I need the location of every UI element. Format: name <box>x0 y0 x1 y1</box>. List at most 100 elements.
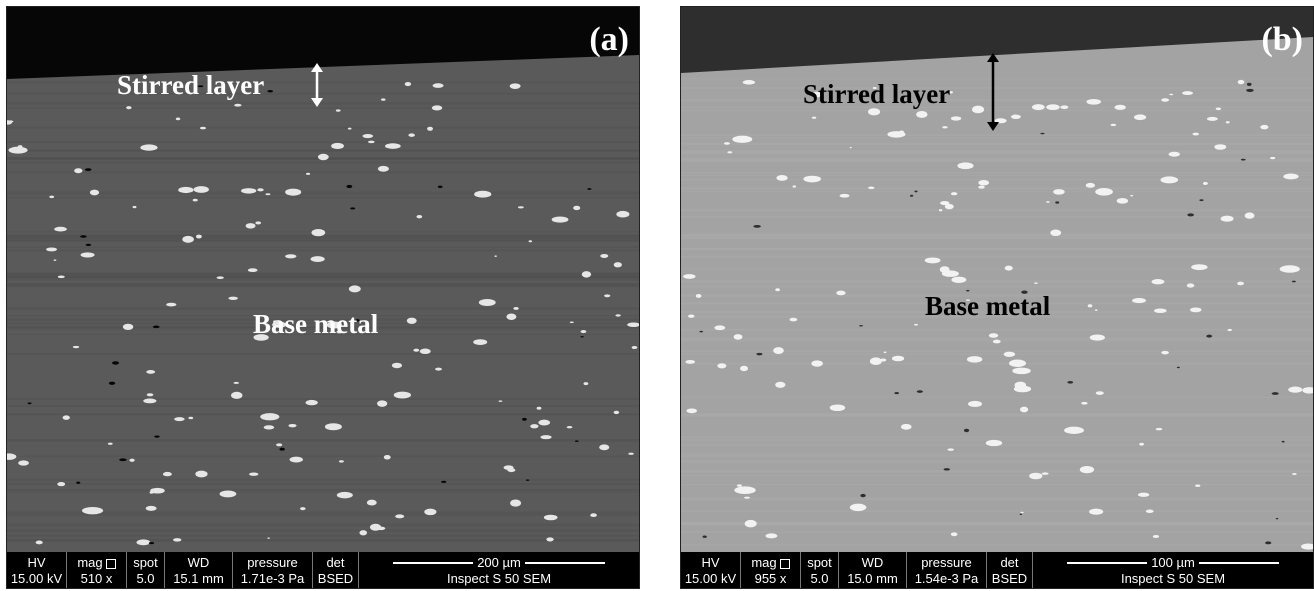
particle <box>1004 265 1013 271</box>
particle <box>62 415 70 420</box>
pore <box>1040 132 1045 135</box>
particle <box>338 460 344 463</box>
particle <box>1292 472 1297 475</box>
particle <box>613 262 622 268</box>
pore <box>525 479 530 481</box>
streak <box>681 151 1313 155</box>
streak <box>7 455 639 457</box>
particle <box>1279 265 1300 273</box>
particle <box>540 435 552 440</box>
horizontal-streaks <box>7 81 639 543</box>
particle <box>188 416 194 420</box>
streak <box>7 327 639 330</box>
particle <box>1050 229 1062 237</box>
pore <box>1246 88 1254 92</box>
particle <box>1189 307 1202 313</box>
mag-value: 955 x <box>754 571 787 586</box>
particle <box>1079 465 1095 474</box>
pore <box>1067 381 1074 384</box>
particle <box>404 81 412 87</box>
streak <box>681 413 1313 416</box>
hv-cell: HV 15.00 kV <box>681 552 741 588</box>
particle <box>536 406 542 410</box>
particle <box>683 274 696 279</box>
square-icon <box>779 558 790 569</box>
particle <box>173 538 182 542</box>
particle <box>174 417 185 422</box>
particle <box>228 296 238 300</box>
matrix-background <box>7 7 639 552</box>
streak <box>7 191 639 195</box>
streak <box>681 521 1313 525</box>
pore <box>699 330 704 333</box>
particle <box>695 294 702 298</box>
particle <box>498 400 503 402</box>
particle <box>406 317 417 324</box>
hv-value: 15.00 kV <box>10 571 63 586</box>
particle <box>241 188 257 194</box>
pore <box>27 402 32 405</box>
mag-label: mag <box>77 555 103 570</box>
pore <box>909 194 914 197</box>
pore <box>1271 392 1279 395</box>
particle <box>377 165 389 172</box>
particle <box>836 290 846 296</box>
particle <box>957 162 974 170</box>
particle <box>551 216 569 223</box>
pore <box>350 207 356 210</box>
particle <box>255 221 262 225</box>
particle <box>530 424 539 429</box>
streak <box>681 134 1313 137</box>
mag-value: 510 x <box>80 571 113 586</box>
particle <box>145 505 157 511</box>
streak <box>7 126 639 129</box>
particle <box>272 321 287 328</box>
streak <box>681 522 1313 525</box>
particle <box>395 514 405 519</box>
particle <box>583 382 589 386</box>
particle <box>916 111 928 118</box>
particle <box>192 198 198 202</box>
particle <box>72 345 80 349</box>
particle <box>1260 124 1269 130</box>
streak <box>7 523 639 527</box>
particle <box>193 186 209 193</box>
pore <box>267 90 274 93</box>
streak <box>681 396 1313 398</box>
particle <box>950 532 958 537</box>
particle <box>285 254 297 259</box>
streak <box>7 513 639 516</box>
particle <box>432 83 444 88</box>
particle <box>1060 105 1069 110</box>
particle <box>580 330 587 334</box>
particle <box>473 339 488 345</box>
particle <box>1215 107 1222 111</box>
pore <box>1281 440 1285 443</box>
streak <box>681 187 1313 190</box>
streak <box>7 325 639 329</box>
particle <box>175 117 181 121</box>
particle <box>253 334 269 341</box>
particle <box>46 247 58 252</box>
particle <box>968 400 983 407</box>
streak <box>7 102 639 105</box>
particle <box>1132 298 1147 304</box>
particle <box>988 333 999 338</box>
streak <box>681 337 1313 341</box>
streak <box>681 469 1313 473</box>
particle <box>1094 309 1098 311</box>
particle <box>1300 543 1313 550</box>
particle <box>510 499 522 507</box>
streak <box>681 350 1313 353</box>
scale-bar: 100 µm <box>1067 555 1279 571</box>
particle <box>717 363 727 369</box>
streak <box>681 99 1313 102</box>
particle <box>435 367 443 371</box>
streak <box>681 454 1313 458</box>
spot-label: spot <box>807 555 832 570</box>
base-metal-label: Base metal <box>925 291 1051 321</box>
pore <box>756 352 763 356</box>
particle <box>590 513 597 517</box>
pore <box>1019 513 1023 516</box>
particle <box>149 491 154 494</box>
